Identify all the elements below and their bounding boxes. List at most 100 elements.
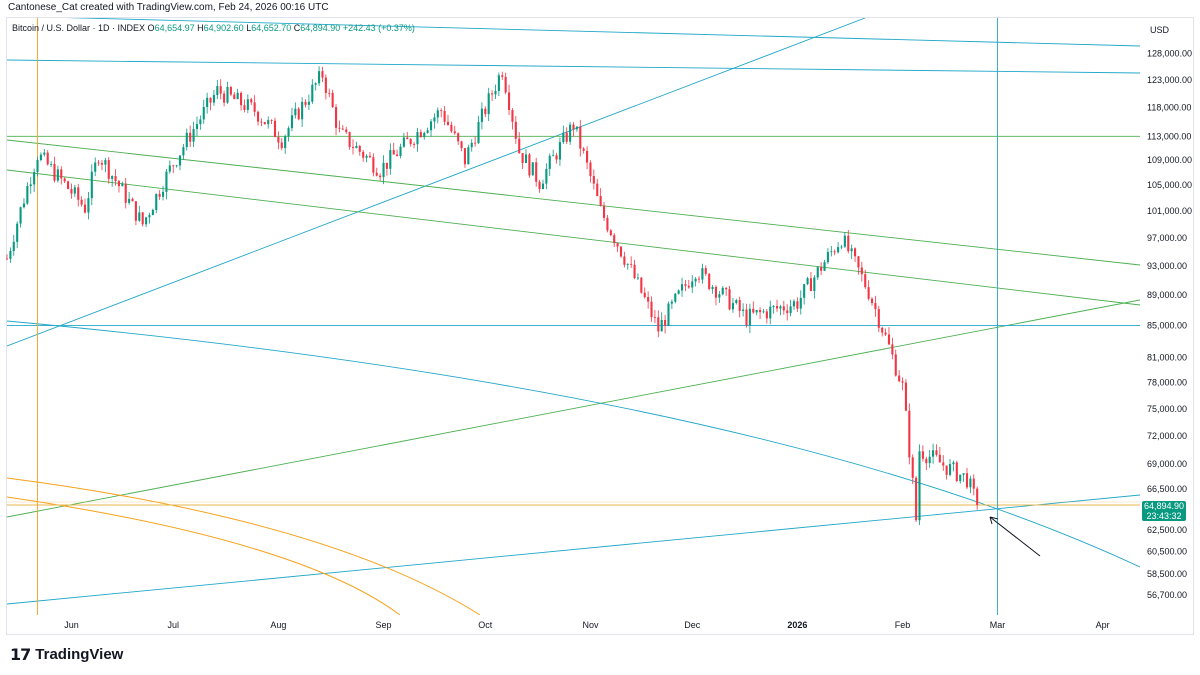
y-tick-label: 72,000.00 <box>1147 431 1187 441</box>
candle-body <box>677 290 680 294</box>
candle <box>579 119 582 157</box>
candle <box>87 192 90 220</box>
candle <box>833 249 836 256</box>
candle <box>314 82 317 91</box>
candle-body <box>307 101 310 105</box>
candle-body <box>318 71 321 84</box>
candle-body <box>691 281 694 288</box>
candle-body <box>711 287 714 289</box>
candle <box>630 256 633 268</box>
candle <box>67 180 70 190</box>
candle-body <box>494 90 497 95</box>
candle <box>429 118 433 137</box>
candle-body <box>806 278 809 285</box>
candle <box>131 197 134 202</box>
candle-body <box>297 108 300 120</box>
candle <box>755 309 758 316</box>
candle <box>643 287 646 299</box>
candle-body <box>294 108 297 116</box>
candle-body <box>416 132 419 145</box>
candle <box>338 120 341 133</box>
x-tick-label: 2026 <box>787 620 807 630</box>
candle <box>752 301 755 314</box>
candle-body <box>660 319 663 332</box>
candle-body <box>504 76 507 93</box>
candle <box>969 475 972 494</box>
candle <box>334 104 338 136</box>
candle <box>541 179 545 190</box>
candle <box>803 283 806 305</box>
candle-body <box>657 317 660 332</box>
candle-body <box>182 147 185 156</box>
candle <box>738 296 741 318</box>
candle-body <box>548 155 551 169</box>
candle <box>721 286 724 296</box>
candle <box>911 454 914 485</box>
candle-body <box>165 171 168 192</box>
candle-body <box>650 301 653 318</box>
candle-body <box>908 410 911 458</box>
candle <box>779 304 782 316</box>
y-tick-label: 123,000.00 <box>1147 75 1192 85</box>
candle-body <box>674 293 677 302</box>
candle <box>399 143 402 159</box>
candle-body <box>572 124 575 130</box>
candle-body <box>158 193 161 197</box>
candle-body <box>779 306 782 309</box>
candle <box>128 191 131 205</box>
candle-body <box>382 162 385 178</box>
candle <box>419 129 422 138</box>
y-tick-label: 89,000.00 <box>1147 290 1187 300</box>
candle-body <box>334 107 338 128</box>
candle <box>321 66 324 83</box>
candle <box>16 221 19 249</box>
candle <box>887 327 891 346</box>
candle <box>854 247 857 262</box>
candle <box>172 164 175 174</box>
candle-body <box>569 124 572 142</box>
candle-body <box>497 75 500 91</box>
chart-frame <box>6 17 1194 635</box>
tradingview-logo[interactable]: 17 TradingView <box>10 645 123 664</box>
last-price-tag: 64,894.90 23:43:32 <box>1142 501 1186 521</box>
candle-body <box>368 155 372 158</box>
candle <box>772 304 775 314</box>
candle <box>877 305 880 333</box>
candle-body <box>586 150 589 163</box>
candle <box>592 169 595 190</box>
candle <box>552 149 555 157</box>
candle <box>138 205 141 222</box>
currency-label[interactable]: USD <box>1150 25 1170 35</box>
candle-body <box>53 163 56 181</box>
candle <box>925 456 928 471</box>
candle <box>684 279 687 292</box>
fib-arc-orange-2 <box>7 496 401 615</box>
candle-body <box>396 154 399 157</box>
candle-body <box>714 287 718 298</box>
candle <box>891 337 894 360</box>
candle-body <box>928 456 931 464</box>
candle <box>826 248 829 265</box>
y-tick-label: 105,000.00 <box>1147 180 1192 190</box>
y-tick-label: 113,000.00 <box>1147 131 1191 141</box>
candle-body <box>22 203 26 208</box>
candle <box>216 79 219 100</box>
annotation-arrow-head <box>989 516 999 525</box>
candle-body <box>609 230 612 236</box>
candle-body <box>16 223 19 242</box>
candle-body <box>891 344 894 355</box>
candle <box>355 141 358 149</box>
candle-body <box>450 124 453 132</box>
candle <box>33 168 36 193</box>
candle-body <box>697 278 701 280</box>
candle <box>507 84 511 116</box>
candle <box>236 88 239 100</box>
candle-body <box>199 119 202 125</box>
candle <box>246 94 249 114</box>
candle <box>647 291 650 309</box>
candle-body <box>83 204 87 213</box>
candle-body <box>935 450 938 455</box>
candle-body <box>26 186 29 204</box>
candle <box>575 126 578 132</box>
